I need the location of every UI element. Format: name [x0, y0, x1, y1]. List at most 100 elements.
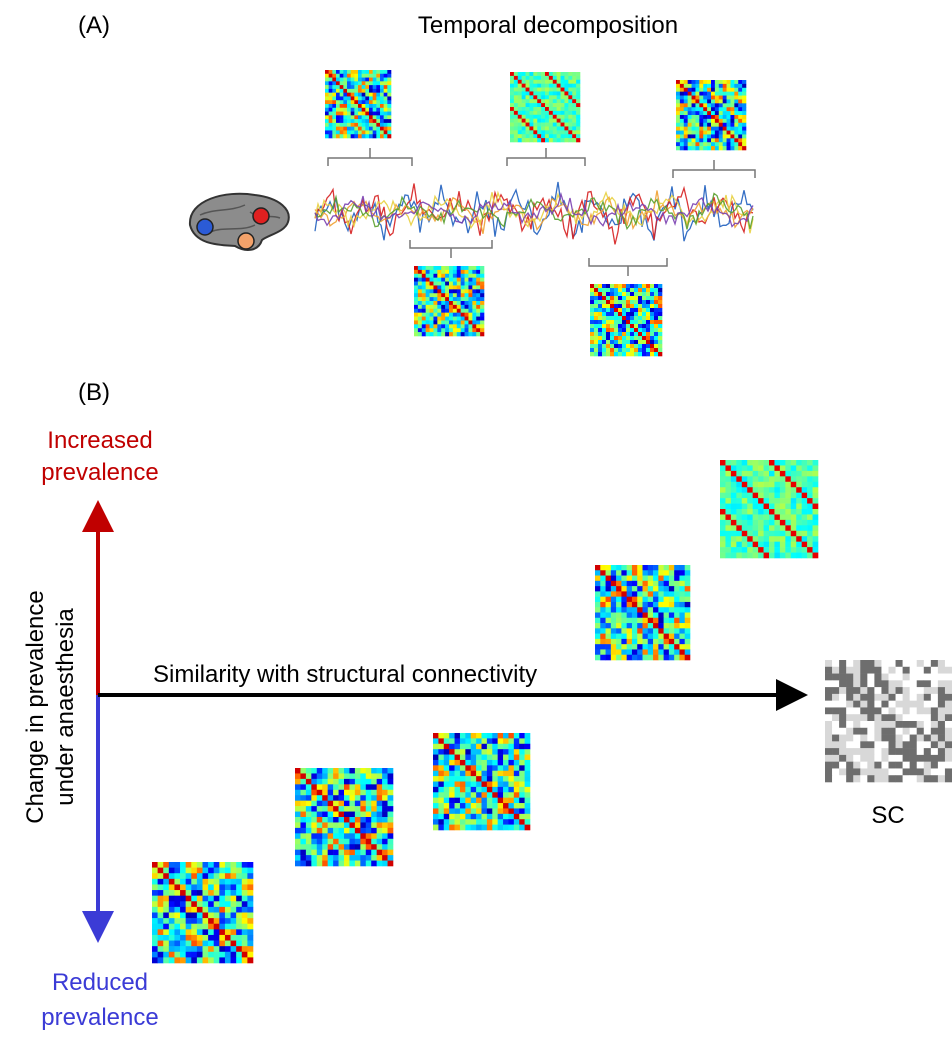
matrix-cell	[867, 707, 874, 714]
matrix-cell	[380, 93, 384, 97]
matrix-cell	[514, 776, 520, 782]
matrix-cell	[336, 108, 340, 112]
matrix-cell	[896, 667, 903, 674]
matrix-cell	[769, 487, 775, 493]
matrix-cell	[796, 476, 802, 482]
matrix-cell	[476, 332, 480, 336]
matrix-cell	[606, 586, 612, 592]
matrix-cell	[328, 839, 334, 845]
matrix-cell	[764, 531, 770, 537]
matrix-cell	[653, 586, 659, 592]
matrix-cell	[163, 868, 169, 874]
matrix-cell	[711, 119, 715, 123]
matrix-cell	[791, 520, 797, 526]
matrix-cell	[455, 755, 461, 761]
matrix-cell	[658, 348, 662, 352]
matrix-cell	[476, 270, 480, 274]
matrix-cell	[600, 613, 606, 619]
matrix-cell	[351, 100, 355, 104]
matrix-cell	[626, 324, 630, 328]
matrix-cell	[203, 918, 209, 924]
matrix-cell	[163, 952, 169, 958]
matrix-cell	[621, 591, 627, 597]
matrix-cell	[654, 344, 658, 348]
matrix-cell	[630, 292, 634, 296]
matrix-cell	[332, 119, 336, 123]
matrix-cell	[191, 907, 197, 913]
matrix-cell	[813, 465, 819, 471]
matrix-cell	[433, 755, 439, 761]
matrix-cell	[525, 803, 531, 809]
matrix-cell	[764, 498, 770, 504]
matrix-cell	[874, 714, 881, 721]
matrix-cell	[860, 748, 867, 755]
matrix-cell	[561, 111, 565, 115]
matrix-cell	[692, 138, 696, 142]
matrix-cell	[471, 776, 477, 782]
matrix-cell	[674, 655, 680, 661]
matrix-cell	[339, 822, 345, 828]
matrix-cell	[208, 896, 214, 902]
matrix-cell	[336, 123, 340, 127]
matrix-cell	[680, 131, 684, 135]
matrix-cell	[813, 547, 819, 553]
matrix-cell	[380, 108, 384, 112]
matrix-cell	[611, 618, 617, 624]
matrix-cell	[643, 576, 649, 582]
matrix-cell	[738, 115, 742, 119]
matrix-cell	[606, 304, 610, 308]
matrix-cell	[881, 768, 888, 775]
matrix-cell	[510, 119, 514, 123]
matrix-cell	[169, 918, 175, 924]
matrix-cell	[720, 471, 726, 477]
matrix-cell	[377, 817, 383, 823]
matrix-cell	[387, 96, 391, 100]
matrix-cell	[638, 344, 642, 348]
matrix-cell	[685, 565, 691, 571]
matrix-cell	[163, 890, 169, 896]
matrix-cell	[311, 844, 317, 850]
matrix-cell	[839, 728, 846, 735]
matrix-cell	[720, 482, 726, 488]
matrix-cell	[329, 130, 333, 134]
matrix-cell	[630, 312, 634, 316]
matrix-cell	[791, 531, 797, 537]
matrix-cell	[430, 332, 434, 336]
matrix-cell	[684, 88, 688, 92]
matrix-cell	[874, 728, 881, 735]
matrix-cell	[449, 289, 453, 293]
matrix-cell	[738, 142, 742, 146]
matrix-cell	[360, 801, 366, 807]
matrix-cell	[514, 107, 518, 111]
matrix-cell	[646, 336, 650, 340]
matrix-cell	[514, 808, 520, 814]
matrix-cell	[638, 328, 642, 332]
matrix-cell	[610, 300, 614, 304]
matrix-cell	[358, 96, 362, 100]
matrix-cell	[430, 266, 434, 270]
matrix-cell	[774, 536, 780, 542]
matrix-cell	[618, 348, 622, 352]
matrix-cell	[643, 623, 649, 629]
matrix-cell	[931, 674, 938, 681]
matrix-cell	[225, 890, 231, 896]
matrix-cell	[785, 482, 791, 488]
matrix-cell	[685, 581, 691, 587]
matrix-cell	[720, 536, 726, 542]
matrix-cell	[685, 639, 691, 645]
matrix-cell	[910, 714, 917, 721]
matrix-cell	[669, 655, 675, 661]
matrix-cell	[723, 92, 727, 96]
matrix-cell	[606, 639, 612, 645]
matrix-cell	[371, 817, 377, 823]
matrix-cell	[924, 680, 931, 687]
matrix-cell	[674, 644, 680, 650]
matrix-cell	[807, 531, 813, 537]
matrix-cell	[679, 634, 685, 640]
matrix-cell	[514, 103, 518, 107]
matrix-cell	[896, 762, 903, 769]
matrix-cell	[881, 741, 888, 748]
matrix-cell	[169, 913, 175, 919]
matrix-cell	[358, 93, 362, 97]
matrix-cell	[594, 332, 598, 336]
